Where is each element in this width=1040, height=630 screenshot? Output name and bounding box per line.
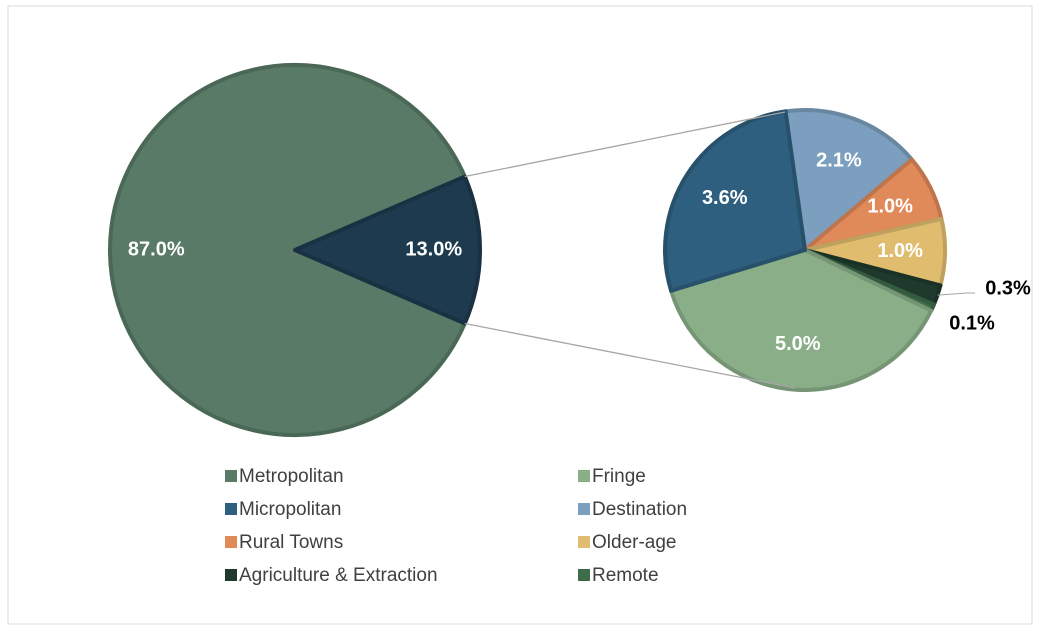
legend-swatch (225, 503, 237, 515)
pie-slice (293, 174, 482, 326)
connector-line (464, 111, 786, 178)
pie-slice (669, 248, 934, 392)
legend-swatch (578, 470, 590, 482)
legend-label: Micropolitan (239, 499, 341, 520)
pie-slice (108, 63, 467, 437)
legend-label: Remote (592, 565, 659, 586)
data-label: 13.0% (405, 238, 462, 260)
legend-swatch (578, 536, 590, 548)
data-label: 5.0% (775, 333, 821, 355)
connector-line (464, 322, 796, 389)
data-label: 87.0% (128, 238, 185, 260)
legend-swatch (225, 569, 237, 581)
legend-label: Agriculture & Extraction (239, 565, 438, 586)
data-label: 1.0% (867, 196, 913, 218)
data-label: 0.3% (985, 277, 1031, 299)
legend-swatch (578, 569, 590, 581)
legend-label: Destination (592, 499, 687, 520)
data-label: 2.1% (816, 149, 862, 171)
legend-label: Older-age (592, 532, 677, 553)
data-label: 0.1% (949, 312, 995, 334)
leader-line (937, 292, 975, 296)
legend-swatch (225, 536, 237, 548)
legend-label: Metropolitan (239, 466, 344, 487)
legend-swatch (578, 503, 590, 515)
legend-swatch (225, 470, 237, 482)
legend-label: Fringe (592, 466, 646, 487)
data-label: 1.0% (877, 240, 923, 262)
data-label: 3.6% (702, 187, 748, 209)
pie-slice (783, 108, 914, 252)
legend-label: Rural Towns (239, 532, 343, 553)
